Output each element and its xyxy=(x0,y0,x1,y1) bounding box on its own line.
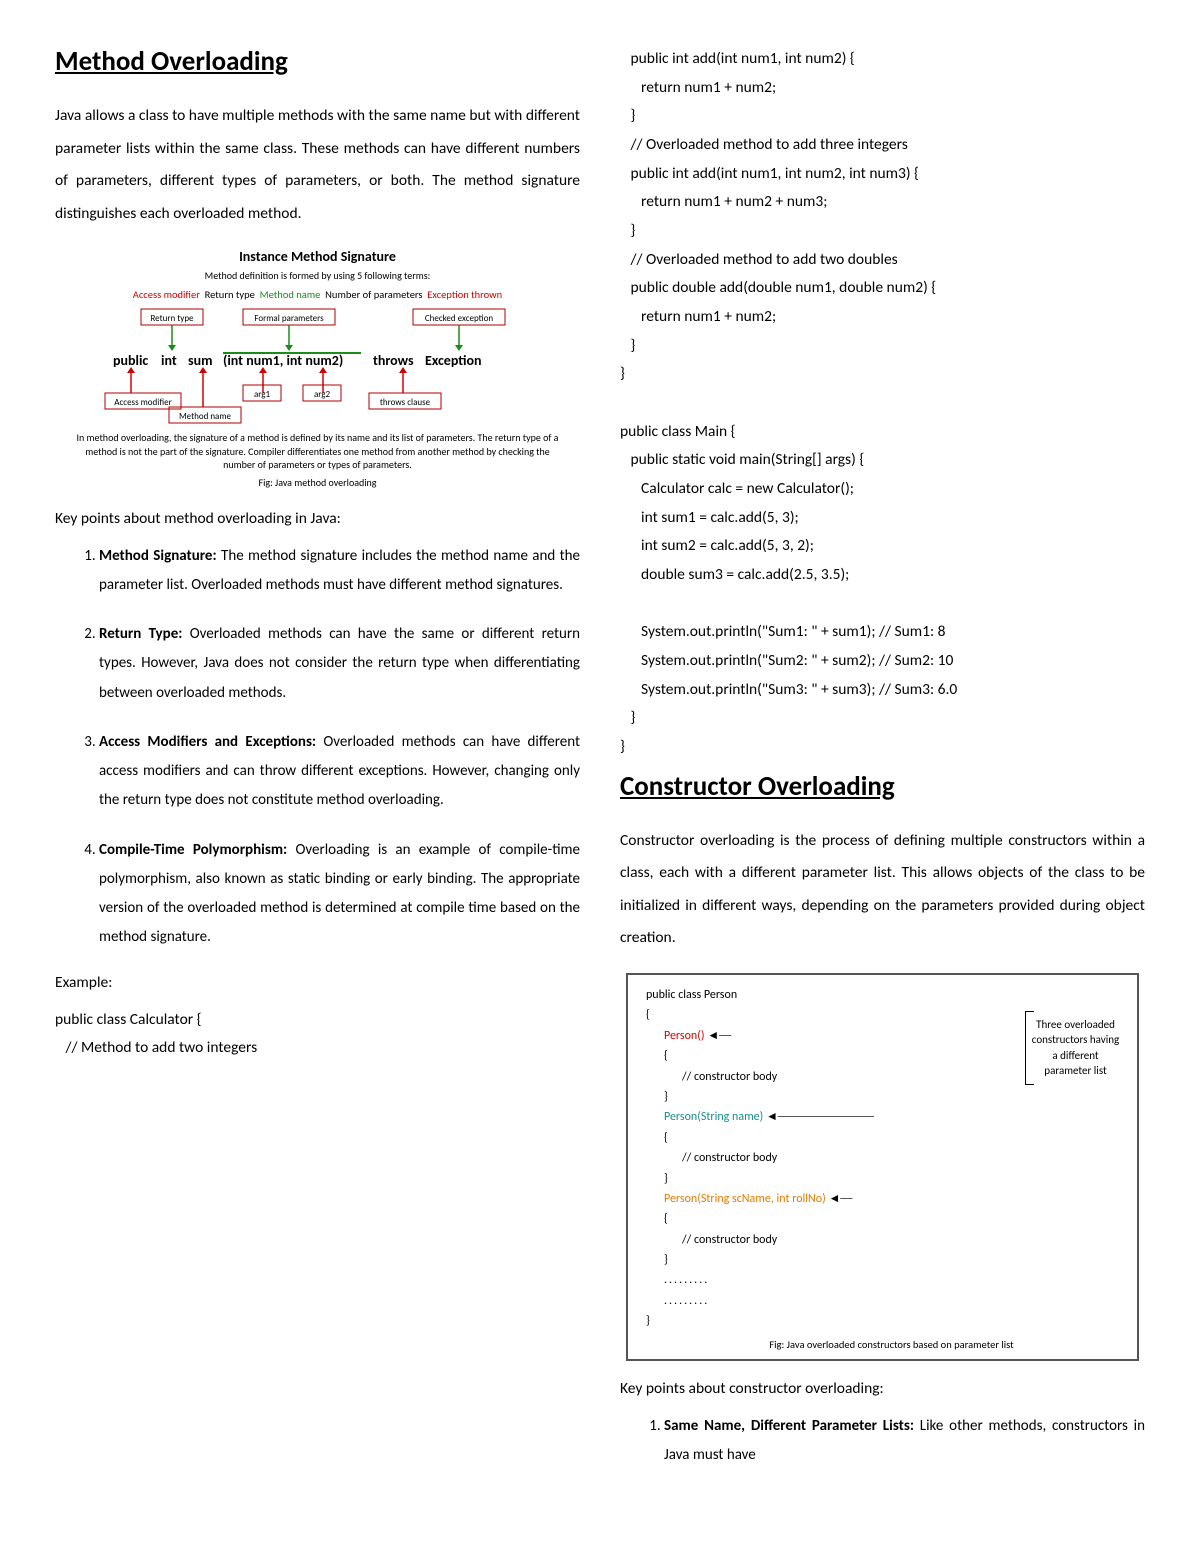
keypoint-4: Compile-Time Polymorphism: Overloading i… xyxy=(99,836,580,953)
intro-paragraph-2: Constructor overloading is the process o… xyxy=(620,825,1145,955)
d2-dots1: ......... xyxy=(646,1270,1137,1290)
code-block-right: public int add(int num1, int num2) { ret… xyxy=(620,45,1145,762)
d2-fig-caption: Fig: Java overloaded constructors based … xyxy=(646,1338,1137,1351)
svg-text:Exception: Exception xyxy=(425,352,482,369)
right-column: public int add(int num1, int num2) { ret… xyxy=(620,45,1145,1508)
keypoint-1: Method Signature: The method signature i… xyxy=(99,542,580,601)
d2-constructor1: Person() xyxy=(664,1029,731,1043)
constructor-diagram: Three overloaded constructors having a d… xyxy=(626,973,1139,1361)
svg-text:arg2: arg2 xyxy=(313,389,330,400)
term-access: Access modifier xyxy=(133,288,200,301)
svg-text:int: int xyxy=(161,352,177,369)
d2-body2: // constructor body xyxy=(646,1148,1137,1168)
keypoints-list: Method Signature: The method signature i… xyxy=(55,542,580,953)
svg-text:Checked exception: Checked exception xyxy=(424,313,493,324)
svg-text:throws: throws xyxy=(373,352,414,369)
d2-constructor2: Person(String name) xyxy=(664,1110,874,1124)
diagram-note: In method overloading, the signature of … xyxy=(68,431,567,472)
term-exc: Exception thrown xyxy=(427,288,502,301)
d2-constructor3: Person(String scName, int rollNo) xyxy=(664,1192,852,1206)
diagram-sidebox: Three overloaded constructors having a d… xyxy=(1025,1011,1125,1085)
keypoints-intro: Key points about method overloading in J… xyxy=(55,509,580,528)
svg-text:Method name: Method name xyxy=(178,411,231,422)
diagram-title: Instance Method Signature xyxy=(68,248,567,265)
d2-line1: public class Person xyxy=(646,985,1137,1005)
svg-text:public: public xyxy=(113,352,148,369)
diagram-terms: Access modifier Return type Method name … xyxy=(68,288,567,301)
keypoint-3: Access Modifiers and Exceptions: Overloa… xyxy=(99,728,580,816)
svg-text:Access modifier: Access modifier xyxy=(114,397,171,408)
term-name: Method name xyxy=(260,288,321,301)
signature-svg: Return type Formal parameters Checked ex… xyxy=(103,307,533,427)
svg-text:sum: sum xyxy=(188,352,213,369)
svg-text:(int num1, int num2): (int num1, int num2) xyxy=(223,352,343,369)
term-params: Number of parameters xyxy=(325,288,422,301)
heading-constructor-overloading: Constructor Overloading xyxy=(620,770,1145,803)
keypoints-list-2: Same Name, Different Parameter Lists: Li… xyxy=(620,1412,1145,1471)
svg-text:Return type: Return type xyxy=(150,313,194,324)
intro-paragraph-1: Java allows a class to have multiple met… xyxy=(55,100,580,230)
code-block-left: public class Calculator { // Method to a… xyxy=(55,1006,580,1063)
svg-text:Formal parameters: Formal parameters xyxy=(254,313,324,324)
diagram-subtitle: Method definition is formed by using 5 f… xyxy=(68,269,567,282)
keypoint2-1: Same Name, Different Parameter Lists: Li… xyxy=(664,1412,1145,1471)
d2-body3: // constructor body xyxy=(646,1230,1137,1250)
d2-dots2: ......... xyxy=(646,1291,1137,1311)
diagram-fig-caption: Fig: Java method overloading xyxy=(68,476,567,489)
heading-method-overloading: Method Overloading xyxy=(55,45,580,78)
left-column: Method Overloading Java allows a class t… xyxy=(55,45,580,1508)
svg-text:throws clause: throws clause xyxy=(379,397,430,408)
keypoint-2: Return Type: Overloaded methods can have… xyxy=(99,620,580,708)
term-return: Return type xyxy=(205,288,255,301)
svg-text:arg1: arg1 xyxy=(253,389,270,400)
keypoints-intro-2: Key points about constructor overloading… xyxy=(620,1379,1145,1398)
method-signature-diagram: Instance Method Signature Method definit… xyxy=(68,248,567,489)
example-label: Example: xyxy=(55,973,580,992)
